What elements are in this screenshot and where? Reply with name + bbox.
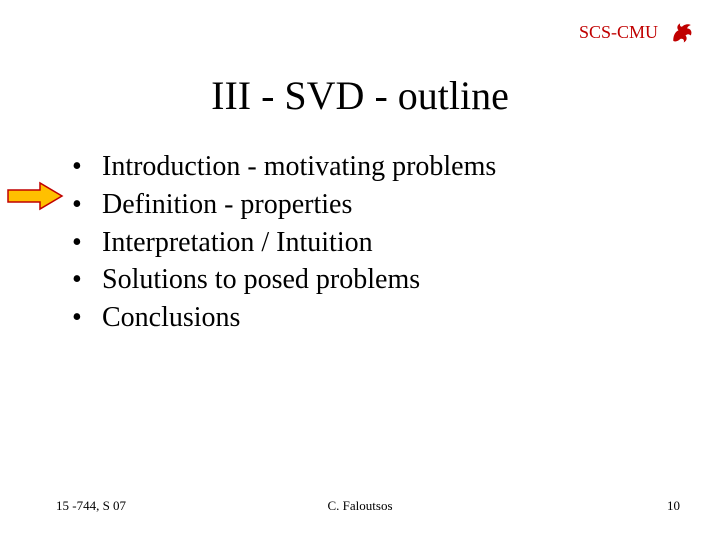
arrow-icon xyxy=(6,181,64,211)
bullet-item: Definition - properties xyxy=(72,186,496,224)
bullet-item: Interpretation / Intuition xyxy=(72,224,496,262)
bullet-list: Introduction - motivating problems Defin… xyxy=(72,148,496,337)
slide-header: SCS-CMU xyxy=(579,18,696,46)
footer-left: 15 -744, S 07 xyxy=(56,498,126,514)
bullet-item: Solutions to posed problems xyxy=(72,261,496,299)
footer-right: 10 xyxy=(667,498,680,514)
footer-center: C. Faloutsos xyxy=(327,498,392,514)
slide-title: III - SVD - outline xyxy=(0,72,720,119)
slide-footer: 15 -744, S 07 C. Faloutsos 10 xyxy=(0,498,720,514)
dragon-icon xyxy=(668,18,696,46)
org-label: SCS-CMU xyxy=(579,22,658,43)
bullet-item: Introduction - motivating problems xyxy=(72,148,496,186)
bullet-item: Conclusions xyxy=(72,299,496,337)
